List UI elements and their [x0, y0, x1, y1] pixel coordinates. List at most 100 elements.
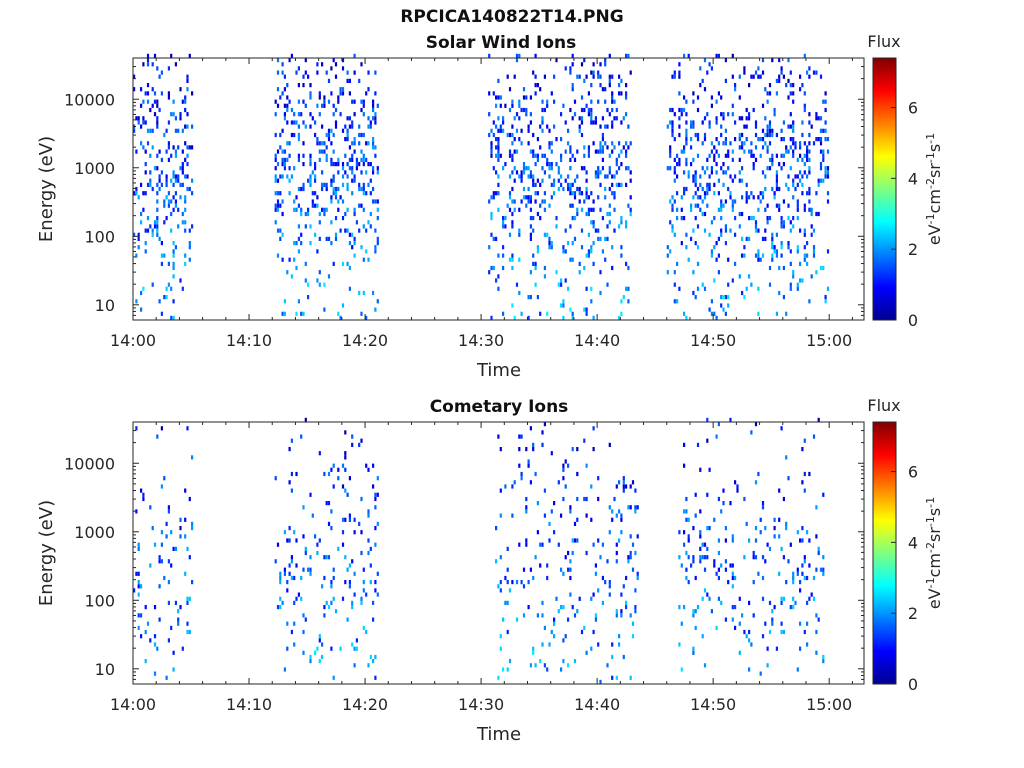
- spectrogram-cell: [803, 559, 806, 564]
- spectrogram-cell: [144, 629, 147, 635]
- spectrogram-cell: [789, 249, 792, 254]
- spectrogram-cell: [495, 170, 498, 175]
- spectrogram-cell: [590, 83, 593, 88]
- spectrogram-cell: [520, 580, 523, 585]
- spectrogram-cell: [604, 124, 607, 129]
- spectrogram-cell: [578, 74, 581, 79]
- spectrogram-cell: [576, 517, 579, 522]
- colorbar-tick-label: 2: [908, 240, 918, 259]
- spectrogram-cell: [360, 132, 363, 138]
- spectrogram-cell: [576, 447, 579, 452]
- spectrogram-cell: [703, 555, 707, 560]
- spectrogram-cell: [799, 580, 802, 585]
- spectrogram-cell: [344, 580, 347, 585]
- spectrogram-cell: [708, 62, 711, 67]
- spectrogram-cell: [497, 675, 500, 680]
- spectrogram-cell: [511, 257, 514, 262]
- spectrogram-cell: [156, 232, 159, 237]
- spectrogram-cell: [690, 162, 693, 167]
- spectrogram-cell: [583, 199, 586, 204]
- spectrogram-cell: [184, 253, 187, 258]
- spectrogram-cell: [618, 642, 621, 647]
- spectrogram-cell: [803, 153, 806, 158]
- spectrogram-cell: [167, 120, 170, 125]
- spectrogram-cell: [819, 166, 823, 171]
- spectrogram-cell: [337, 157, 340, 162]
- spectrogram-cell: [365, 228, 368, 233]
- spectrogram-cell: [163, 199, 166, 204]
- spectrogram-cell: [678, 642, 681, 647]
- spectrogram-cell: [764, 236, 767, 241]
- spectrogram-cell: [734, 83, 737, 88]
- spectrogram-cell: [309, 174, 312, 179]
- spectrogram-cell: [724, 58, 727, 63]
- spectrogram-cell: [309, 83, 312, 88]
- spectrogram-cell: [499, 447, 502, 452]
- spectrogram-cell: [757, 195, 760, 200]
- spectrogram-cell: [608, 170, 611, 175]
- spectrogram-cell: [808, 207, 811, 212]
- spectrogram-cell: [499, 588, 502, 593]
- spectrogram-cell: [694, 609, 697, 614]
- spectrogram-cell: [293, 166, 296, 171]
- spectrogram-cell: [569, 166, 572, 171]
- spectrogram-cell: [508, 87, 512, 92]
- spectrogram-cell: [580, 191, 584, 196]
- spectrogram-cell: [678, 74, 681, 79]
- y-axis-label: Energy (eV): [36, 136, 57, 242]
- spectrogram-cell: [520, 174, 523, 179]
- spectrogram-cell: [778, 162, 781, 167]
- spectrogram-cell: [297, 157, 300, 162]
- spectrogram-cell: [177, 145, 180, 150]
- spectrogram-cell: [534, 663, 537, 668]
- spectrogram-cell: [678, 107, 681, 113]
- spectrogram-cell: [604, 58, 607, 63]
- spectrogram-cell: [508, 195, 512, 200]
- spectrogram-cell: [153, 542, 157, 547]
- spectrogram-cell: [283, 103, 286, 108]
- spectrogram-cell: [288, 178, 291, 183]
- spectrogram-cell: [703, 567, 707, 572]
- spectrogram-cell: [717, 596, 720, 601]
- spectrogram-cell: [560, 605, 563, 610]
- spectrogram-cell: [724, 538, 727, 543]
- spectrogram-cell: [518, 542, 521, 547]
- spectrogram-cell: [283, 567, 286, 572]
- spectrogram-cell: [355, 157, 358, 162]
- spectrogram-cell: [808, 596, 811, 601]
- spectrogram-cell: [529, 174, 532, 179]
- spectrogram-cell: [597, 642, 600, 647]
- spectrogram-cell: [511, 186, 514, 192]
- spectrogram-cell: [625, 575, 628, 581]
- spectrogram-cell: [708, 596, 711, 601]
- spectrogram-cell: [720, 132, 723, 138]
- spectrogram-cell: [778, 74, 781, 79]
- spectrogram-cell: [819, 265, 823, 271]
- spectrogram-cell: [569, 592, 572, 597]
- spectrogram-cell: [367, 467, 370, 472]
- spectrogram-cell: [683, 530, 686, 535]
- spectrogram-cell: [293, 642, 296, 647]
- spectrogram-cell: [789, 124, 792, 129]
- spectrogram-cell: [300, 232, 303, 237]
- spectrogram-cell: [550, 245, 553, 250]
- spectrogram-cell: [560, 282, 563, 287]
- spectrogram-cell: [499, 488, 502, 493]
- spectrogram-cell: [683, 463, 686, 468]
- colorbar-tick-label: 2: [908, 604, 918, 623]
- spectrogram-cell: [142, 286, 145, 291]
- spectrogram-cell: [532, 646, 535, 651]
- spectrogram-cell: [757, 571, 760, 576]
- spectrogram-cell: [803, 107, 806, 113]
- spectrogram-cell: [724, 170, 727, 175]
- spectrogram-cell: [690, 207, 693, 212]
- spectrogram-cell: [156, 182, 159, 187]
- spectrogram-cell: [826, 166, 830, 171]
- spectrogram-cell: [135, 426, 138, 431]
- spectrogram-cell: [817, 116, 820, 121]
- spectrogram-cell: [731, 207, 734, 212]
- spectrogram-cell: [325, 600, 328, 605]
- spectrogram-cell: [768, 120, 772, 125]
- spectrogram-cell: [673, 170, 676, 175]
